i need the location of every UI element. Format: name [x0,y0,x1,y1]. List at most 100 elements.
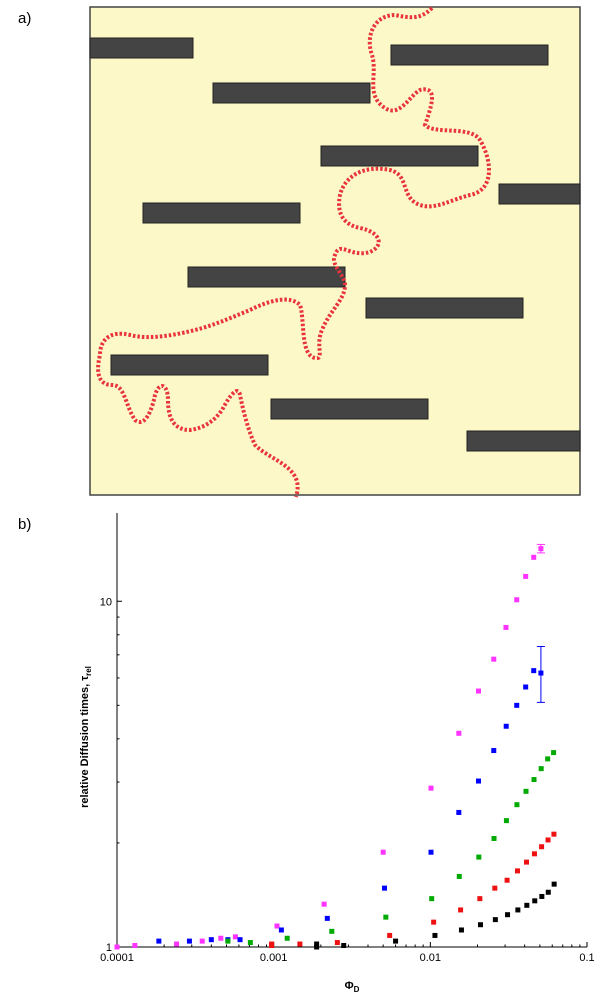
data-point [383,914,389,920]
data-point [476,854,482,860]
y-tick-label: 10 [100,596,112,608]
data-point [334,940,340,946]
data-point [531,554,537,560]
x-tick-label: 0.01 [420,952,441,964]
x-tick-label: 0.0001 [100,952,134,964]
data-point [514,597,520,603]
data-point [431,919,437,925]
data-point [341,943,347,949]
platelet [89,37,194,59]
platelet [187,266,346,288]
data-point [503,624,509,630]
data-point [514,802,520,808]
y-axis-label: relative Diffusion times, τrel [79,666,93,808]
data-point [551,881,557,887]
axes: 0.0001 0.001 0.01 0.1 1 10 [100,513,595,964]
panel-a-label: a) [18,10,32,27]
data-point [523,788,529,794]
data-point [514,702,520,708]
data-point [532,898,538,904]
data-point [225,938,231,944]
data-point [531,851,537,857]
data-point [505,912,511,918]
data-point [269,943,275,949]
x-axis-label-main: Φ [345,980,354,992]
y-axis-label-main: relative Diffusion times, τ [79,676,91,808]
data-marks [114,543,557,950]
data-point [515,907,521,913]
data-point [393,938,399,944]
data-point [199,938,205,944]
platelet [142,202,301,224]
y-axis-label-sub: rel [84,666,93,676]
data-point [208,937,214,943]
x-tick-label: 0.1 [579,952,594,964]
data-point [456,730,462,736]
data-point [492,917,498,923]
data-point [132,943,138,949]
data-point [428,785,434,791]
data-point [432,932,438,938]
data-point [503,723,509,729]
data-point [428,849,434,855]
platelet [320,145,479,167]
data-point [458,927,464,933]
data-point [114,944,120,950]
data-point [514,868,520,874]
data-point [504,877,510,883]
data-point [232,934,238,940]
data-point [278,927,284,933]
data-point [458,907,464,913]
x-tick-label: 0.001 [260,952,288,964]
data-point [531,777,537,783]
diffusion-time-chart: 0.0001 0.001 0.01 0.1 1 10 relative Diffusion… [79,513,595,994]
data-point [551,750,557,756]
data-point [186,938,192,944]
platelet [498,183,581,205]
data-point [329,928,335,934]
data-point [324,915,330,921]
y-tick-label: 1 [106,942,112,954]
platelet-schematic [89,6,581,498]
data-point [538,766,544,772]
platelet [365,297,524,319]
data-point [156,938,162,944]
data-point [387,932,393,938]
data-point [456,873,462,879]
data-point [545,889,551,895]
data-point [321,901,327,907]
data-point [237,937,243,943]
diffusion-path [96,6,491,498]
platelet [212,82,371,104]
data-point [545,756,551,762]
platelet [270,398,429,420]
data-point [492,885,498,891]
data-point [284,935,290,941]
data-point [531,668,537,674]
data-point [174,941,180,947]
x-axis-label: ΦD [345,980,360,994]
data-point [247,940,253,946]
data-point [218,935,224,941]
data-point [314,944,320,950]
data-point [503,818,509,824]
data-point [491,835,497,841]
data-point [523,684,529,690]
data-point [297,941,303,947]
data-point [524,902,530,908]
platelet-group [89,37,581,452]
data-point [545,837,551,843]
panel-b-label: b) [18,516,32,533]
data-point [491,748,497,754]
data-point [477,896,483,902]
data-point [523,573,529,579]
data-point [539,844,545,850]
data-point [476,778,482,784]
data-point [524,859,530,865]
x-axis-label-sub: D [354,985,360,994]
data-point [429,896,435,902]
data-point [539,893,545,899]
data-point [477,922,483,928]
data-point [274,923,280,929]
platelet [110,354,269,376]
